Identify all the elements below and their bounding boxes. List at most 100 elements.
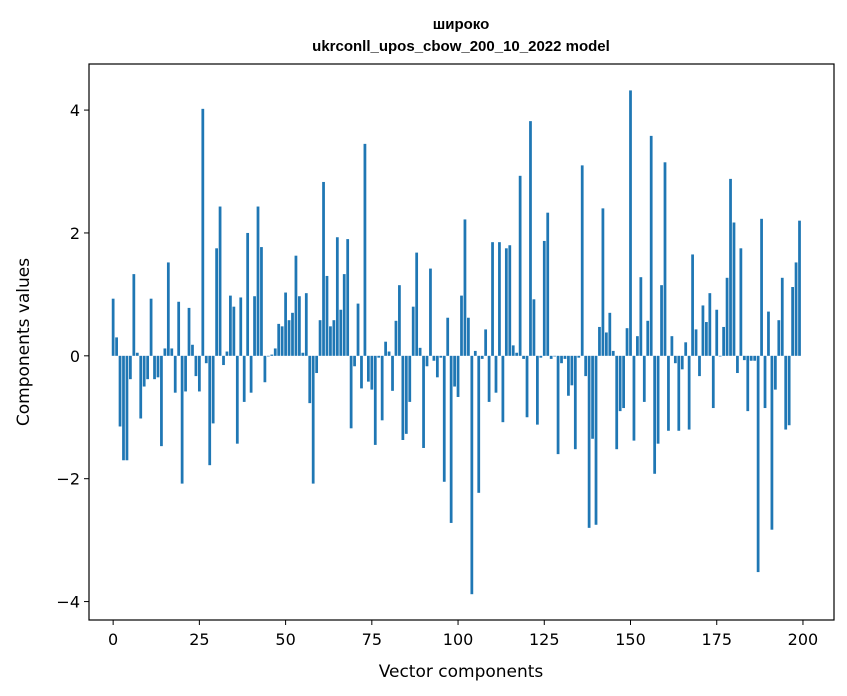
y-tick-label: 2 <box>70 224 80 243</box>
bar <box>277 323 281 356</box>
bar <box>204 355 208 364</box>
x-tick-label: 200 <box>788 630 819 649</box>
bar <box>746 355 750 412</box>
bar <box>463 219 467 356</box>
bar <box>360 355 363 389</box>
bar <box>598 326 601 356</box>
bar <box>401 355 405 440</box>
bar <box>370 355 374 390</box>
bar <box>677 355 681 431</box>
bar <box>184 355 187 392</box>
y-tick-label: −4 <box>56 593 80 612</box>
bar <box>201 108 205 356</box>
bar <box>639 277 643 356</box>
bar <box>287 320 291 356</box>
x-tick-label: 75 <box>362 630 382 649</box>
bar <box>132 274 136 356</box>
bar <box>632 355 636 441</box>
bar <box>767 311 770 356</box>
bar <box>294 255 298 356</box>
bar <box>266 355 270 357</box>
bar <box>232 306 236 356</box>
bar <box>273 348 277 356</box>
bar <box>491 242 494 356</box>
x-tick-label: 175 <box>701 630 732 649</box>
y-axis-label: Components values <box>14 258 34 426</box>
bar <box>177 301 181 356</box>
bar <box>325 275 329 356</box>
bar <box>694 329 698 356</box>
bar <box>239 297 243 356</box>
bar <box>587 355 591 528</box>
bar <box>235 355 239 444</box>
x-tick-label: 100 <box>443 630 474 649</box>
bar <box>170 348 174 356</box>
bar <box>773 355 777 390</box>
bar <box>453 355 456 387</box>
bar <box>680 355 684 370</box>
bar <box>718 355 722 357</box>
x-axis-label: Vector components <box>379 662 544 682</box>
x-axis-ticks: 0 25 50 75 100 125 150 175 200 <box>108 620 818 649</box>
bar <box>408 355 412 402</box>
bar <box>366 355 370 382</box>
bar <box>753 355 757 361</box>
bar <box>708 293 712 356</box>
bar <box>208 355 212 466</box>
bar <box>504 248 508 356</box>
bar <box>487 355 491 402</box>
bar <box>556 355 560 455</box>
bar <box>304 293 308 356</box>
bar <box>584 355 588 377</box>
bar <box>739 248 743 356</box>
bar <box>732 222 736 356</box>
bar <box>742 355 746 361</box>
bar <box>646 320 650 356</box>
bar <box>122 355 125 461</box>
bar <box>425 355 429 367</box>
bar <box>777 320 781 356</box>
bar <box>570 355 574 386</box>
bar <box>311 355 315 484</box>
bar <box>153 355 156 380</box>
bar <box>498 242 501 356</box>
bar <box>129 355 132 380</box>
bar <box>349 355 353 429</box>
bar <box>342 274 346 356</box>
bar <box>442 355 446 482</box>
bar <box>422 355 425 448</box>
bar <box>580 165 584 356</box>
bar <box>770 355 774 530</box>
bar <box>725 277 729 356</box>
chart-title: широко <box>433 16 490 33</box>
bar <box>601 208 605 356</box>
bar <box>218 206 222 356</box>
x-tick-label: 0 <box>108 630 118 649</box>
bar <box>146 355 150 380</box>
bar <box>411 306 415 356</box>
bar <box>756 355 760 573</box>
bar <box>656 355 660 444</box>
bar <box>149 298 153 356</box>
bar <box>484 329 488 356</box>
bar <box>291 312 294 356</box>
bar <box>529 121 532 356</box>
plot-frame <box>88 63 835 621</box>
bar <box>225 351 229 356</box>
bar <box>532 299 536 356</box>
bar <box>660 285 663 356</box>
bar <box>142 355 146 387</box>
bar <box>711 355 715 409</box>
bar <box>663 162 667 356</box>
bar-series <box>111 90 801 595</box>
bar <box>525 355 529 418</box>
bar <box>670 336 674 356</box>
bar <box>284 292 287 356</box>
bar <box>691 254 694 356</box>
bar <box>249 355 253 393</box>
bar <box>649 135 653 356</box>
bar <box>380 355 384 421</box>
bar <box>705 322 708 356</box>
bar <box>684 342 688 356</box>
